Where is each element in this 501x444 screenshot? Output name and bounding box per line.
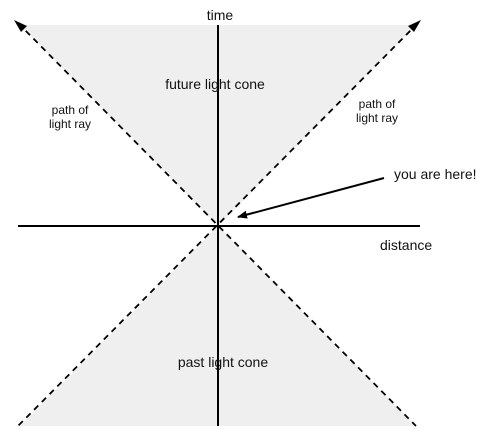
light-ray-label-right-line2: light ray — [355, 111, 399, 126]
distance-axis-label: distance — [380, 237, 433, 253]
you-are-here-label: you are here! — [394, 166, 477, 182]
time-axis-label: time — [206, 7, 234, 23]
light-ray-arrowhead-left — [14, 20, 27, 32]
past-light-cone-label: past light cone — [177, 354, 269, 370]
light-ray-arrowhead-right — [408, 20, 421, 32]
future-light-cone-label: future light cone — [165, 76, 265, 92]
light-ray-label-right: path of light ray — [356, 97, 398, 126]
light-ray-label-right-line1: path of — [358, 97, 396, 111]
light-ray-label-left-line2: light ray — [48, 117, 92, 132]
light-ray-path-2 — [17, 22, 419, 427]
light-ray-label-left-line1: path of — [51, 103, 89, 117]
you-are-here-arrow — [237, 177, 385, 219]
light-ray-label-left: path of light ray — [49, 103, 91, 132]
